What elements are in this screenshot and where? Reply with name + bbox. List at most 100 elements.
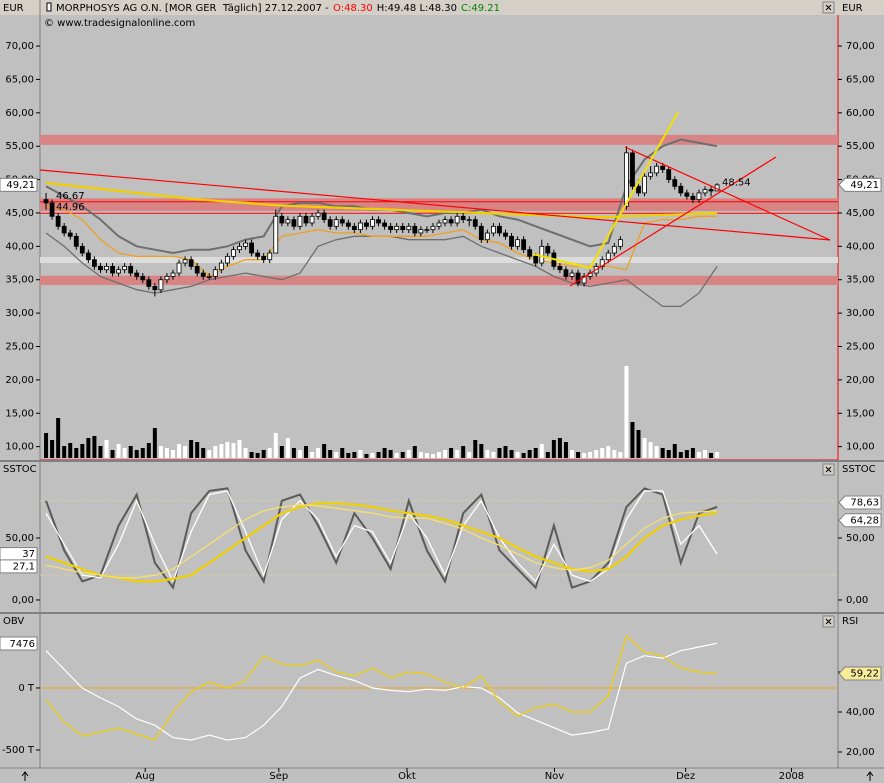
candle-icon	[46, 2, 52, 12]
volume-bar	[364, 454, 369, 458]
axis-unit: EUR	[3, 3, 24, 14]
trend-line	[532, 253, 591, 269]
candle-body	[110, 265, 115, 274]
candle-body	[188, 259, 194, 267]
candle-body	[164, 275, 170, 281]
volume-bar	[273, 433, 278, 458]
trend-line	[39, 169, 831, 241]
volume-bar	[624, 366, 629, 458]
volume-bar	[533, 448, 538, 458]
volume-bar	[213, 446, 218, 458]
candle-body	[605, 252, 611, 261]
volume-bar	[515, 452, 520, 458]
trend-lines	[39, 111, 831, 287]
candle-body	[315, 212, 321, 217]
candle-body	[412, 225, 418, 234]
volume-bar	[195, 442, 200, 458]
candle-body	[98, 265, 103, 271]
candle-body	[146, 279, 152, 287]
volume-bar	[400, 452, 405, 458]
volume-bar	[672, 444, 677, 458]
volume-bar	[527, 450, 532, 458]
volume-bar	[255, 453, 260, 458]
candle-body	[212, 269, 218, 277]
y-tick-label: 20,00	[846, 747, 875, 758]
candle-body	[61, 225, 67, 234]
close-button[interactable]	[822, 463, 835, 476]
volume-bar	[491, 452, 496, 458]
value-tag-label: 64,28	[850, 515, 879, 526]
y-tick-label: 25,00	[846, 341, 875, 352]
candle-body	[249, 242, 254, 254]
volume-bar	[666, 450, 671, 458]
volume-bar	[630, 422, 635, 458]
scroll-arrow[interactable]	[21, 771, 29, 781]
volume-bar	[316, 448, 321, 458]
volume-bar	[291, 448, 296, 458]
candle-body	[92, 259, 97, 267]
volume-bar	[297, 450, 302, 458]
candle-body	[176, 262, 182, 274]
candle-body	[152, 286, 158, 291]
value-tag	[838, 495, 882, 510]
trend-line	[569, 156, 777, 287]
candle-body	[291, 219, 297, 227]
volume-bar	[177, 444, 182, 458]
candle-body	[448, 219, 454, 224]
series-line	[45, 205, 718, 278]
candle-body	[339, 219, 345, 224]
candle-body	[134, 272, 140, 277]
candle-body	[170, 272, 176, 277]
close-button[interactable]	[822, 615, 835, 628]
candle-body	[472, 219, 478, 227]
volume-bar	[461, 446, 466, 458]
candle-body	[327, 219, 333, 227]
volume-bar	[473, 440, 478, 458]
candle-body	[708, 189, 714, 192]
x-tick-label: Aug	[135, 771, 155, 782]
panel-title: OBV	[3, 616, 24, 627]
close-button[interactable]	[822, 1, 835, 14]
volume-bar	[322, 444, 327, 458]
candle-body	[279, 215, 285, 224]
candle-body	[351, 225, 357, 231]
candle-body	[684, 192, 690, 197]
volume-bar	[352, 452, 357, 458]
volume-bar	[418, 452, 423, 458]
y-tick-label: 20,00	[846, 375, 875, 386]
candle-body	[364, 222, 369, 227]
volume-bar	[140, 448, 145, 458]
y-tick-label: 55,00	[5, 141, 34, 152]
volume-bar	[358, 450, 363, 458]
volume-bar	[207, 450, 212, 458]
header-bar	[0, 0, 884, 15]
candle-body	[116, 269, 121, 274]
value-tag-label: 49,21	[850, 180, 879, 191]
candle-body	[503, 232, 508, 237]
quote-open: O:48.30	[333, 3, 373, 14]
volume-bar	[563, 442, 568, 458]
volume-bar	[570, 450, 574, 458]
value-tag-label: 27,1	[13, 561, 35, 572]
series-line	[45, 181, 718, 219]
volume-bar	[328, 450, 333, 458]
y-tick-label: 25,00	[5, 341, 34, 352]
value-tag-label: 59,22	[850, 669, 879, 680]
candle-body	[442, 219, 448, 224]
candle-body	[267, 252, 273, 261]
volume-bar	[449, 448, 454, 458]
volume-bar	[551, 440, 556, 458]
volume-bar	[545, 452, 550, 458]
y-tick-label: 40,00	[846, 707, 875, 718]
candle-body	[200, 272, 206, 277]
candle-body	[624, 152, 629, 207]
volume-bar	[521, 453, 526, 458]
candle-body	[515, 239, 520, 247]
candle-body	[158, 279, 164, 291]
volume-bar	[98, 446, 103, 458]
scroll-arrow[interactable]	[866, 771, 874, 781]
candle-body	[206, 275, 212, 278]
candle-body	[43, 199, 49, 204]
candle-body	[49, 202, 55, 217]
volume-bar	[201, 448, 206, 458]
